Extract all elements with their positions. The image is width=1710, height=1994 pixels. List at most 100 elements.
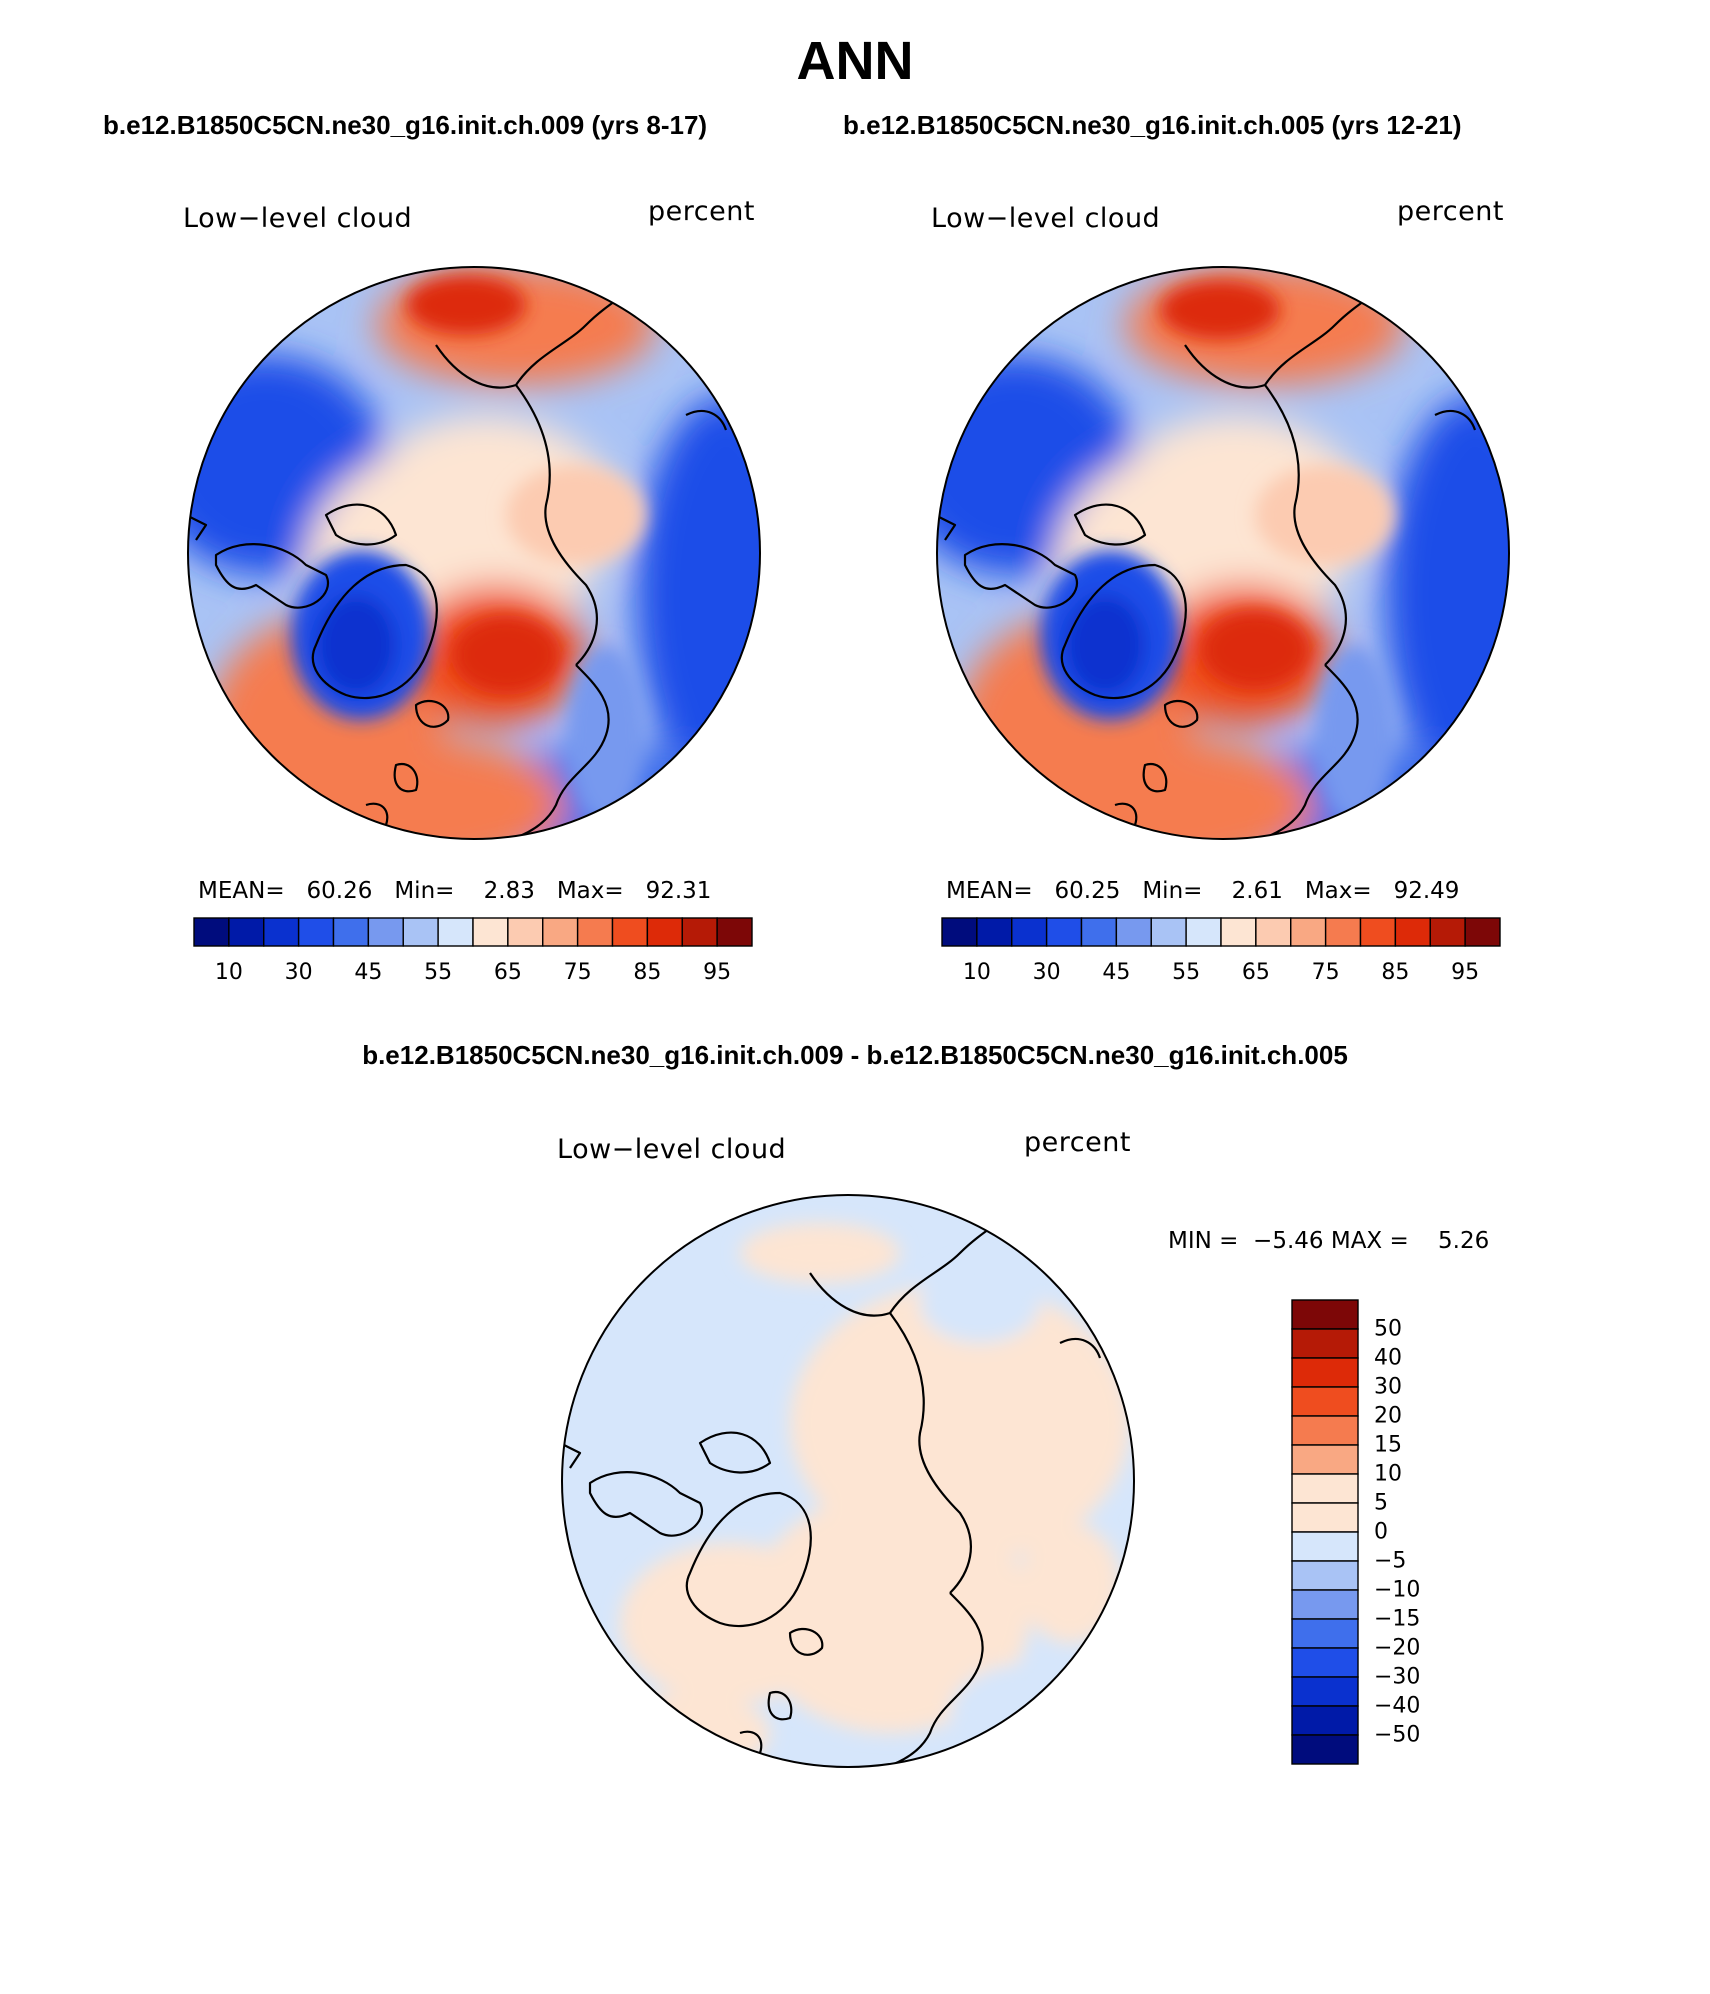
right-units-label: percent: [1397, 196, 1504, 227]
right-colorbar-ticks: 10 30 45 55 65 75 85 95: [942, 960, 1500, 990]
left-mean-label: MEAN=: [198, 878, 285, 904]
left-colorbar: [193, 917, 753, 947]
colorbar-swatch: [297, 917, 335, 947]
colorbar-tick-label: 55: [424, 960, 453, 985]
colorbar-tick-label: 75: [563, 960, 592, 985]
colorbar-swatch: [1255, 917, 1292, 947]
left-stats-line: MEAN= 60.26 Min= 2.83 Max= 92.31: [198, 878, 711, 904]
colorbar-tick-label: 45: [1102, 960, 1131, 985]
right-min-value: 2.61: [1231, 878, 1283, 904]
colorbar-swatch: [1290, 917, 1327, 947]
diff-colorbar-swatch: [1291, 1444, 1359, 1475]
colorbar-swatch: [1150, 917, 1187, 947]
colorbar-tick-label: 95: [703, 960, 732, 985]
diff-colorbar-swatch: [1291, 1618, 1359, 1649]
colorbar-swatch: [228, 917, 265, 947]
colorbar-swatch: [1394, 917, 1431, 947]
diff-min-value: −5.46: [1253, 1228, 1324, 1254]
diff-colorbar-swatch: [1291, 1531, 1359, 1562]
colorbar-tick-label: 30: [1032, 960, 1061, 985]
diff-colorbar-swatch: [1291, 1386, 1359, 1417]
left-min-value: 2.83: [483, 878, 535, 904]
left-panel-subtitle: b.e12.B1850C5CN.ne30_g16.init.ch.009 (yr…: [103, 110, 708, 140]
colorbar-tick-label: 30: [284, 960, 313, 985]
colorbar-swatch: [263, 917, 300, 947]
colorbar-swatch: [681, 917, 718, 947]
left-max-value: 92.31: [645, 878, 712, 904]
diff-colorbar-tick-label: −10: [1374, 1577, 1421, 1603]
colorbar-tick-label: 75: [1311, 960, 1340, 985]
colorbar-swatch: [941, 917, 978, 947]
diff-colorbar-tick-label: −5: [1374, 1548, 1407, 1574]
colorbar-swatch: [976, 917, 1013, 947]
diff-colorbar-tick-label: −20: [1374, 1635, 1421, 1661]
colorbar-swatch: [402, 917, 439, 947]
diff-colorbar-tick-label: 40: [1374, 1345, 1402, 1371]
colorbar-tick-label: 65: [1241, 960, 1270, 985]
right-polar-map: [936, 266, 1510, 840]
left-variable-label: Low−level cloud: [183, 203, 413, 234]
colorbar-swatch: [1045, 917, 1083, 947]
diff-colorbar-tick-label: 50: [1374, 1316, 1402, 1342]
diff-colorbar-swatch: [1291, 1502, 1359, 1533]
colorbar-swatch: [716, 917, 753, 947]
right-min-label: Min=: [1142, 878, 1203, 904]
colorbar-swatch: [193, 917, 230, 947]
diff-max-value: 5.26: [1438, 1228, 1490, 1254]
diff-colorbar: [1291, 1299, 1359, 1765]
diff-colorbar-swatch: [1291, 1647, 1359, 1678]
colorbar-tick-label: 10: [962, 960, 991, 985]
diff-colorbar-swatch: [1291, 1589, 1359, 1620]
diff-colorbar-ticks: 50 40 30 20 15 10 5 0 −5 −10 −15 −20 −30 −40 −50: [1374, 1300, 1464, 1764]
diff-colorbar-swatch: [1291, 1357, 1359, 1388]
diff-colorbar-tick-label: 10: [1374, 1461, 1402, 1487]
diff-colorbar-tick-label: −40: [1374, 1693, 1421, 1719]
colorbar-tick-label: 85: [1381, 960, 1410, 985]
left-units-label: percent: [648, 196, 755, 227]
colorbar-swatch: [1464, 917, 1501, 947]
diff-colorbar-tick-label: −15: [1374, 1606, 1421, 1632]
diff-colorbar-tick-label: 30: [1374, 1374, 1402, 1400]
colorbar-swatch: [507, 917, 544, 947]
colorbar-swatch: [646, 917, 683, 947]
diff-colorbar-swatch: [1291, 1473, 1359, 1504]
diff-colorbar-tick-label: −50: [1374, 1722, 1421, 1748]
colorbar-swatch: [1115, 917, 1152, 947]
colorbar-swatch: [437, 917, 474, 947]
colorbar-swatch: [1185, 917, 1222, 947]
diff-colorbar-tick-label: 0: [1374, 1519, 1388, 1545]
diff-colorbar-swatch: [1291, 1676, 1359, 1707]
colorbar-tick-label: 55: [1172, 960, 1201, 985]
right-mean-value: 60.25: [1054, 878, 1121, 904]
right-mean-label: MEAN=: [946, 878, 1033, 904]
figure-title: ANN: [796, 31, 914, 91]
diff-variable-label: Low−level cloud: [557, 1134, 787, 1165]
diff-polar-map: [561, 1194, 1135, 1768]
right-panel-subtitle: b.e12.B1850C5CN.ne30_g16.init.ch.005 (yr…: [843, 110, 1462, 140]
colorbar-tick-label: 65: [493, 960, 522, 985]
left-colorbar-ticks: 10 30 45 55 65 75 85 95: [194, 960, 752, 990]
diff-colorbar-tick-label: 15: [1374, 1432, 1402, 1458]
colorbar-swatch: [1011, 917, 1048, 947]
colorbar-swatch: [1429, 917, 1466, 947]
left-mean-value: 60.26: [306, 878, 373, 904]
left-max-label: Max=: [556, 878, 624, 904]
diff-units-label: percent: [1024, 1127, 1131, 1158]
diff-colorbar-tick-label: 20: [1374, 1403, 1402, 1429]
diff-colorbar-tick-label: −30: [1374, 1664, 1421, 1690]
right-variable-label: Low−level cloud: [931, 203, 1161, 234]
diff-colorbar-tick-label: 5: [1374, 1490, 1388, 1516]
colorbar-swatch: [576, 917, 614, 947]
colorbar-swatch: [611, 917, 649, 947]
right-stats-line: MEAN= 60.25 Min= 2.61 Max= 92.49: [946, 878, 1459, 904]
diff-colorbar-swatch: [1291, 1734, 1359, 1765]
diff-colorbar-swatch: [1291, 1560, 1359, 1591]
right-max-label: Max=: [1304, 878, 1372, 904]
left-polar-map: [187, 266, 761, 840]
colorbar-swatch: [367, 917, 404, 947]
difference-title: b.e12.B1850C5CN.ne30_g16.init.ch.009 - b…: [362, 1040, 1348, 1070]
colorbar-swatch: [332, 917, 370, 947]
diff-colorbar-swatch: [1291, 1705, 1359, 1736]
colorbar-tick-label: 10: [214, 960, 243, 985]
colorbar-tick-label: 45: [354, 960, 383, 985]
